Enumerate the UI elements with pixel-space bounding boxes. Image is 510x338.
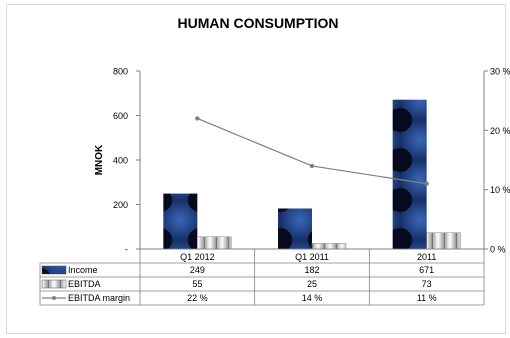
table-cell-value: 25	[307, 279, 317, 289]
legend-label: EBITDA	[68, 279, 101, 289]
margin-line	[195, 116, 429, 186]
legend-label: EBITDA margin	[68, 293, 130, 303]
income-bar	[392, 99, 427, 249]
category-label: 2011	[417, 252, 436, 262]
table-cell-value: 249	[190, 265, 205, 275]
legend-key-margin-marker	[52, 296, 56, 300]
y-tick-label: 800	[113, 67, 128, 77]
table-cell-value: 55	[192, 279, 202, 289]
margin-point	[309, 163, 315, 169]
category-label: Q1 2012	[180, 252, 215, 262]
data-table: Q1 2012 Q1 2011 2011 Income 249 182 671 EBITDA 5…	[39, 248, 485, 306]
category-label: Q1 2011	[295, 252, 329, 262]
y-tick-label: -	[125, 245, 128, 255]
income-bar	[163, 193, 198, 249]
table-cell-value: 73	[422, 279, 432, 289]
table-cell-value: 22 %	[187, 293, 208, 303]
ebitda-bar	[311, 243, 347, 250]
y-tick-label: 600	[113, 111, 128, 121]
y-tick-label: 200	[113, 200, 128, 210]
legend-key-income	[41, 265, 67, 275]
y-tick-label: 400	[113, 156, 128, 166]
margin-point	[195, 116, 200, 121]
y2-tick-label: 10 %	[490, 185, 510, 195]
ebitda-bar	[426, 232, 461, 250]
y2-tick-label: 0 %	[490, 245, 506, 255]
table-cell-value: 182	[304, 265, 319, 275]
legend-label: Income	[68, 265, 98, 275]
table-cell-value: 14 %	[302, 293, 323, 303]
table-cell-value: 11 %	[417, 293, 437, 303]
y2-tick-label: 20 %	[490, 126, 510, 136]
table-cell-value: 671	[419, 265, 434, 275]
margin-line-path	[197, 117, 427, 185]
ebitda-bar	[197, 236, 232, 250]
bars	[163, 99, 461, 250]
margin-point	[424, 181, 429, 186]
chart-title: HUMAN CONSUMPTION	[178, 15, 339, 31]
income-bar	[278, 208, 312, 249]
y2-tick-label: 30 %	[490, 67, 510, 77]
legend-key-ebitda	[41, 279, 67, 289]
chart-frame	[6, 4, 506, 334]
y-axis-label: MNOK	[94, 144, 105, 175]
